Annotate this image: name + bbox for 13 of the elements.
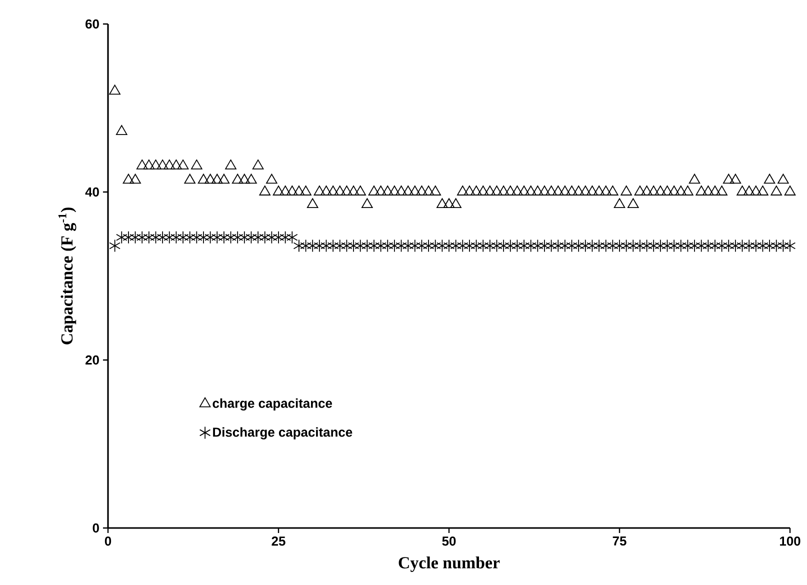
x-tick-label: 75 [612,536,626,546]
y-tick-label: 60 [86,19,99,29]
x-axis-title: Cycle number [398,556,500,572]
x-tick-label: 0 [104,536,112,546]
y-tick-label: 0 [92,523,99,533]
x-tick-label: 25 [272,536,286,546]
y-tick-label: 40 [85,187,99,197]
x-tick-label: 50 [442,536,456,546]
legend-label: Discharge capacitance [213,427,352,440]
x-tick-label: 100 [780,536,800,546]
y-tick-label: 20 [86,355,99,365]
y-axis-title: Capacitance (F g$^{-1}$) [58,208,76,344]
legend-label: charge capacitance [212,398,332,411]
